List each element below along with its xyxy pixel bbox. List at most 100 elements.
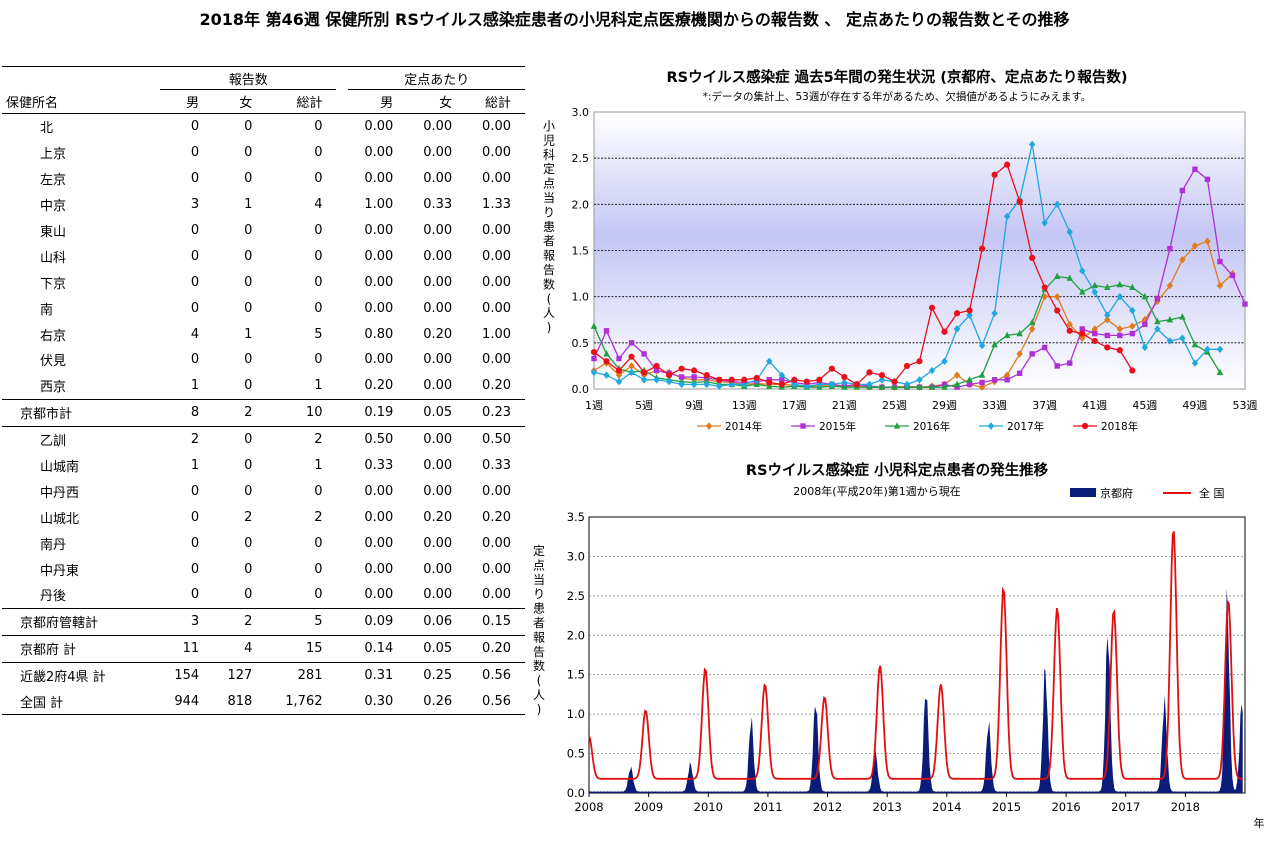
data-point bbox=[703, 380, 710, 389]
data-point bbox=[1003, 371, 1011, 379]
data-point bbox=[641, 351, 647, 357]
row-name: 丹後 bbox=[40, 589, 67, 605]
data-point bbox=[1104, 332, 1110, 339]
x-tick-label: 53週 bbox=[1233, 399, 1258, 412]
data-point bbox=[703, 372, 710, 379]
cell-value: 0.00 bbox=[482, 119, 511, 135]
cell-value: 0.00 bbox=[482, 248, 511, 264]
cell-value: 8 bbox=[160, 398, 214, 427]
cell-value: 0.00 bbox=[423, 223, 453, 238]
data-point bbox=[590, 348, 598, 356]
data-point bbox=[1092, 330, 1098, 337]
column-header: 女 bbox=[213, 89, 267, 114]
cell-value: 0.00 bbox=[482, 274, 511, 290]
cell-value: 944 bbox=[160, 688, 214, 716]
cell-value: 0 bbox=[190, 171, 200, 187]
legend-label: 2015年 bbox=[819, 420, 856, 433]
table-row: 右京 4 1 5 0.80 0.20 1.00 bbox=[2, 321, 525, 347]
cell-value: 4 bbox=[314, 197, 323, 213]
row-name: 京都府 計 bbox=[2, 634, 160, 663]
chart-subtitle: 2008年(平成20年)第1週から現在 bbox=[793, 484, 961, 498]
cell-value: 0.80 bbox=[364, 326, 394, 342]
header-group-per: 定点あたり bbox=[348, 66, 525, 90]
cell-value: 0.00 bbox=[423, 535, 453, 551]
cell-value: 0 bbox=[314, 223, 323, 238]
axis-label-char: ) bbox=[537, 702, 542, 716]
x-tick-label: 41週 bbox=[1082, 399, 1107, 412]
data-point bbox=[1091, 281, 1098, 289]
legend-label: 京都府 bbox=[1100, 486, 1133, 500]
data-point bbox=[841, 373, 848, 381]
cell-value: 1 bbox=[190, 458, 200, 474]
cell-value: 0.00 bbox=[364, 483, 394, 499]
data-point bbox=[590, 322, 598, 329]
data-point bbox=[791, 376, 798, 383]
cell-value: 1 bbox=[314, 458, 323, 474]
table-row: 左京 0 0 0 0.00 0.00 0.00 bbox=[2, 166, 525, 192]
chart-subtitle: *:データの集計上、53週が存在する年があるため、欠損値があるようにみえます。 bbox=[703, 90, 1092, 103]
data-point bbox=[928, 383, 936, 390]
cell-value: 0 bbox=[244, 561, 253, 577]
x-tick-label: 2011 bbox=[753, 800, 782, 814]
data-point bbox=[1116, 347, 1123, 354]
header-group-count: 報告数 bbox=[160, 66, 337, 90]
column-header: 男 bbox=[160, 89, 214, 114]
cell-value: 0 bbox=[244, 458, 253, 474]
data-point bbox=[728, 380, 735, 389]
cell-value: 0.20 bbox=[423, 509, 453, 525]
row-name: 近畿2府4県 計 bbox=[2, 661, 160, 689]
cell-value: 0 bbox=[314, 145, 323, 161]
cell-value: 0.00 bbox=[423, 483, 453, 499]
data-point bbox=[916, 358, 923, 365]
data-point bbox=[893, 422, 901, 429]
cell-gap bbox=[336, 373, 348, 399]
page-title: 2018年 第46週 保健所別 RSウイルス感染症患者の小児科定点医療機関からの… bbox=[199, 10, 1070, 29]
data-point bbox=[978, 245, 986, 252]
data-point bbox=[1041, 219, 1048, 227]
data-point bbox=[991, 309, 998, 317]
cell-value: 0 bbox=[314, 535, 323, 551]
x-tick-label: 25週 bbox=[882, 399, 907, 412]
data-point bbox=[841, 378, 848, 387]
cell-value: 0 bbox=[244, 248, 253, 264]
cell-value: 0.56 bbox=[466, 661, 525, 689]
data-point bbox=[1242, 301, 1248, 307]
cell-gap bbox=[336, 243, 348, 269]
data-point bbox=[1029, 254, 1036, 261]
y-tick-label: 3.0 bbox=[567, 549, 585, 563]
table-row: 近畿2府4県 計 154 127 281 0.31 0.25 0.56 bbox=[2, 661, 525, 689]
table-row: 中丹東 0 0 0 0.00 0.00 0.00 bbox=[2, 556, 525, 582]
row-name: 南丹 bbox=[40, 537, 67, 553]
data-point bbox=[1066, 327, 1073, 334]
axis-label-char: 人 bbox=[543, 306, 555, 320]
axis-label-char: 患 bbox=[543, 220, 555, 234]
data-point bbox=[603, 328, 610, 334]
cell-value: 3 bbox=[190, 197, 200, 213]
data-point bbox=[615, 377, 623, 386]
cell-value: 0.00 bbox=[482, 535, 511, 551]
cell-value: 0.00 bbox=[423, 119, 453, 135]
table-row: 京都府管轄計 3 2 5 0.09 0.06 0.15 bbox=[2, 607, 525, 636]
axis-label-char: ) bbox=[547, 321, 552, 335]
axis-label-char: 告 bbox=[533, 645, 545, 659]
data-point bbox=[1079, 326, 1085, 332]
data-point bbox=[1054, 307, 1061, 314]
data-point bbox=[590, 368, 598, 377]
table-row: 上京 0 0 0 0.00 0.00 0.00 bbox=[2, 140, 525, 166]
data-point bbox=[1004, 161, 1011, 168]
cell-gap bbox=[336, 269, 348, 295]
cell-value: 0.00 bbox=[364, 248, 394, 264]
cell-value: 1 bbox=[244, 197, 253, 213]
cell-value: 0.00 bbox=[482, 171, 511, 187]
axis-label-char: 点 bbox=[543, 177, 555, 191]
cell-value: 0.00 bbox=[423, 248, 453, 264]
y-tick-label: 3.5 bbox=[567, 510, 585, 524]
data-point bbox=[841, 383, 848, 390]
x-tick-label: 33週 bbox=[982, 399, 1007, 412]
cell-value: 0.33 bbox=[423, 197, 453, 213]
x-tick-label: 37週 bbox=[1032, 399, 1057, 412]
data-point bbox=[866, 380, 873, 389]
data-point bbox=[1079, 288, 1086, 295]
cell-gap bbox=[336, 556, 348, 582]
